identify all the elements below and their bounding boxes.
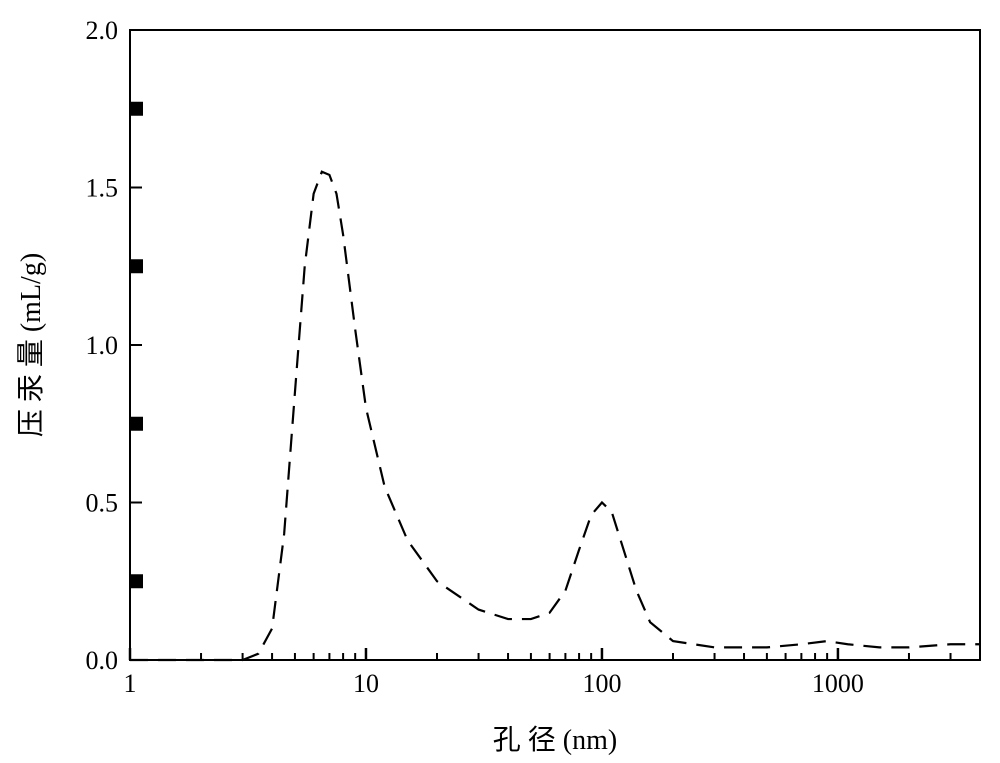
svg-text:10: 10 bbox=[353, 669, 379, 698]
svg-text:0.5: 0.5 bbox=[86, 489, 119, 518]
svg-text:100: 100 bbox=[582, 669, 621, 698]
svg-text:1000: 1000 bbox=[812, 669, 864, 698]
svg-text:1.5: 1.5 bbox=[86, 174, 119, 203]
svg-text:1: 1 bbox=[124, 669, 137, 698]
svg-text:0.0: 0.0 bbox=[86, 646, 119, 675]
svg-text:2.0: 2.0 bbox=[86, 16, 119, 45]
svg-text:1.0: 1.0 bbox=[86, 331, 119, 360]
chart-container: 1 10 100 1000 0.0 0.5 1.0 1.5 2.0 孔 径 (nm) 压 汞 量 (… bbox=[0, 0, 1000, 763]
y-axis-label: 压 汞 量 (mL/g) bbox=[16, 253, 47, 437]
x-axis-label: 孔 径 (nm) bbox=[493, 724, 617, 756]
pore-size-distribution-chart: 1 10 100 1000 0.0 0.5 1.0 1.5 2.0 孔 径 (nm) 压 汞 量 (… bbox=[0, 0, 1000, 763]
